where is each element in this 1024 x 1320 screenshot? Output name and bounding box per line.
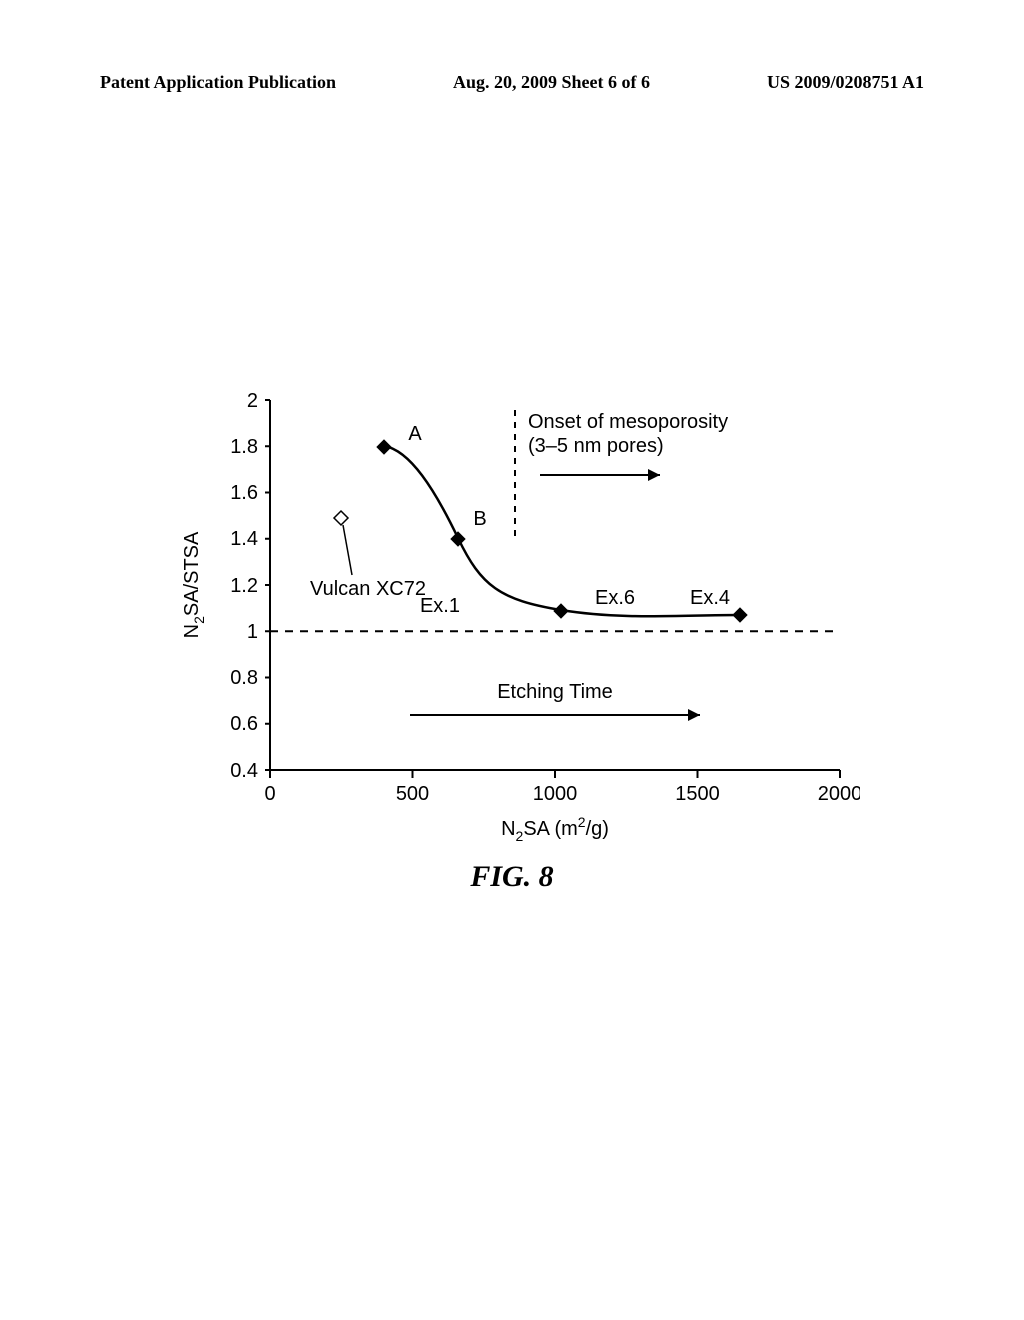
y-tick-2: 0.8 [230, 667, 258, 689]
y-tick-7: 1.8 [230, 436, 258, 458]
y-label-prefix: N [181, 624, 203, 638]
markers-open [334, 511, 348, 525]
chart-svg: 0.4 0.6 0.8 1 1.2 1.4 1.6 1.8 2 0 500 10… [180, 380, 860, 860]
label-etching-time: Etching Time [497, 681, 613, 703]
y-tick-3: 1 [247, 621, 258, 643]
y-tick-8: 2 [247, 390, 258, 412]
y-label-suffix: SA/STSA [181, 531, 203, 616]
header-right: US 2009/0208751 A1 [767, 72, 924, 93]
x-axis-label: N2SA (m2/g) [501, 814, 609, 844]
x-label-sup: 2 [578, 814, 586, 830]
y-axis-label: N2SA/STSA [181, 531, 207, 638]
x-ticks [270, 770, 840, 778]
leader-vulcan [343, 525, 352, 575]
figure-label: FIG. 8 [0, 860, 1024, 894]
x-label-end: /g) [586, 818, 609, 840]
x-tick-3: 1500 [675, 783, 720, 805]
mesoporosity-arrowhead-icon [648, 469, 660, 481]
label-mesoporosity-sub: (3–5 nm pores) [528, 435, 664, 457]
label-mesoporosity-title: Onset of mesoporosity [528, 411, 728, 433]
y-tick-5: 1.4 [230, 528, 258, 550]
etching-arrowhead-icon [688, 709, 700, 721]
x-label-prefix: N [501, 818, 515, 840]
header-left: Patent Application Publication [100, 72, 336, 93]
label-vulcan: Vulcan XC72 [310, 578, 426, 600]
chart: 0.4 0.6 0.8 1 1.2 1.4 1.6 1.8 2 0 500 10… [180, 380, 860, 860]
x-tick-4: 2000 [818, 783, 860, 805]
y-tick-4: 1.2 [230, 575, 258, 597]
x-tick-0: 0 [264, 783, 275, 805]
header-center: Aug. 20, 2009 Sheet 6 of 6 [453, 72, 650, 93]
y-tick-labels: 0.4 0.6 0.8 1 1.2 1.4 1.6 1.8 2 [230, 390, 258, 782]
series-line [384, 446, 740, 616]
x-tick-1: 500 [396, 783, 429, 805]
x-tick-labels: 0 500 1000 1500 2000 [264, 783, 860, 805]
label-ex4: Ex.4 [690, 587, 730, 609]
label-ex6: Ex.6 [595, 587, 635, 609]
x-label-sub: 2 [516, 828, 524, 844]
label-a: A [408, 423, 422, 445]
label-b: B [473, 508, 486, 530]
y-tick-6: 1.6 [230, 482, 258, 504]
x-tick-2: 1000 [533, 783, 578, 805]
x-label-suffix: SA (m [523, 818, 577, 840]
y-label-sub: 2 [191, 616, 207, 624]
y-tick-0: 0.4 [230, 760, 258, 782]
y-tick-1: 0.6 [230, 713, 258, 735]
